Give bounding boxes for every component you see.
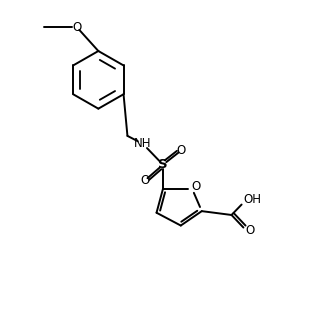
Text: O: O bbox=[177, 144, 186, 157]
Text: O: O bbox=[191, 180, 200, 193]
Text: O: O bbox=[245, 224, 255, 237]
Text: NH: NH bbox=[134, 137, 152, 151]
Text: O: O bbox=[72, 20, 81, 34]
Text: OH: OH bbox=[243, 193, 261, 206]
Text: O: O bbox=[140, 174, 149, 187]
Text: S: S bbox=[158, 158, 168, 171]
